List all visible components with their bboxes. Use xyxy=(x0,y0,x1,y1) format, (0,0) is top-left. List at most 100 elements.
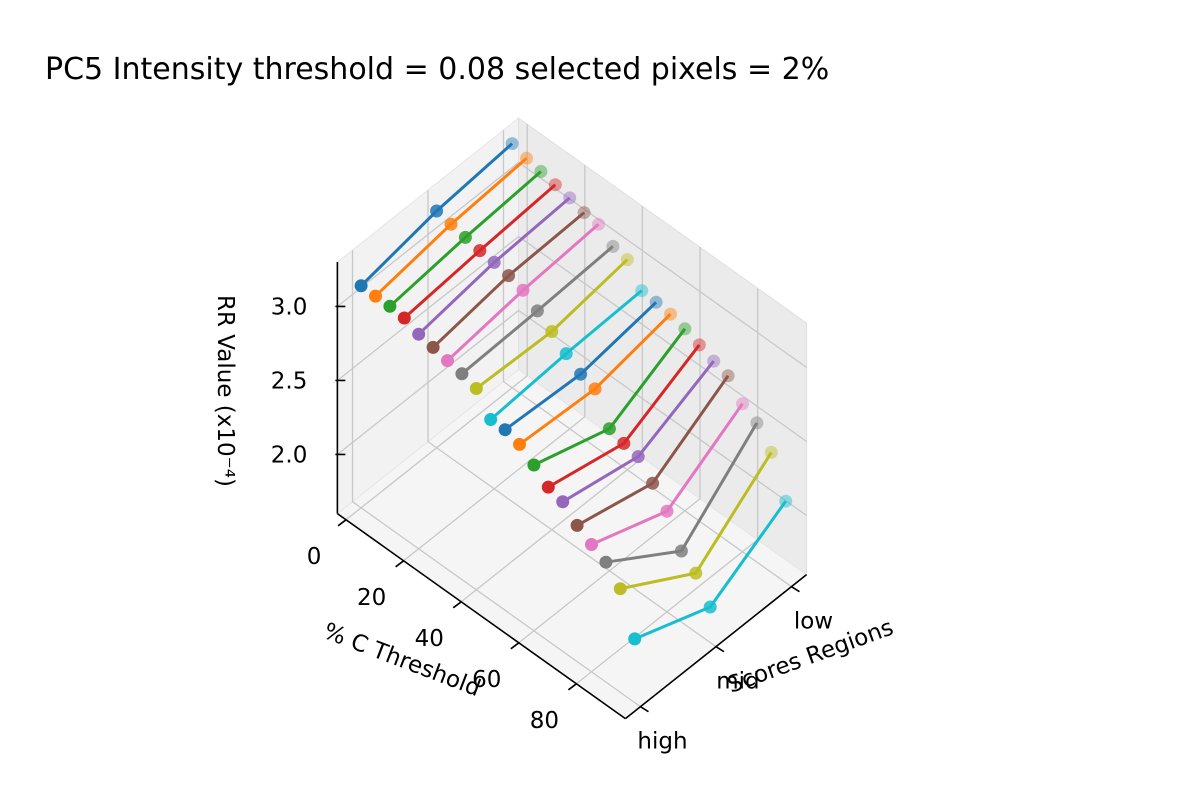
data-point xyxy=(430,204,444,218)
data-point xyxy=(689,566,703,580)
data-point xyxy=(649,295,663,309)
data-point xyxy=(559,347,573,361)
series-55 xyxy=(513,307,677,451)
data-point xyxy=(635,284,649,298)
data-point xyxy=(545,325,559,338)
data-point xyxy=(534,165,548,178)
data-point xyxy=(707,354,721,368)
data-point xyxy=(498,423,512,437)
data-point xyxy=(764,445,778,459)
data-point xyxy=(736,397,749,411)
data-point xyxy=(602,422,616,436)
y-gridline xyxy=(351,250,641,708)
series-15 xyxy=(397,178,562,325)
data-point xyxy=(674,544,688,558)
series-95 xyxy=(628,494,793,646)
data-point xyxy=(505,137,519,151)
x-tick-label: 80 xyxy=(530,708,559,734)
data-point xyxy=(455,367,469,381)
x-gridline xyxy=(403,165,586,562)
x-tick-mark xyxy=(510,642,520,650)
series-25 xyxy=(426,206,591,354)
series-40 xyxy=(469,253,634,395)
y-gridline xyxy=(427,190,717,648)
z-tick-label: 2.5 xyxy=(271,368,308,394)
data-point xyxy=(397,311,411,325)
data-point xyxy=(620,253,634,267)
y-tick-label: mid xyxy=(716,669,759,695)
x-tick-mark xyxy=(395,560,405,568)
series-80 xyxy=(585,397,749,551)
data-point xyxy=(577,206,591,220)
x-tick-label: 60 xyxy=(472,667,501,693)
data-point xyxy=(574,367,588,381)
axes-panes xyxy=(336,117,808,720)
data-point xyxy=(444,217,458,231)
data-point xyxy=(502,269,516,283)
data-point xyxy=(660,504,674,518)
data-point xyxy=(703,600,717,614)
series-20 xyxy=(412,191,577,341)
series-45 xyxy=(484,284,649,426)
data-point xyxy=(516,283,530,297)
data-point xyxy=(556,495,570,509)
z-axis-label: RR Value (x10⁻⁴) xyxy=(212,295,238,487)
data-point xyxy=(585,538,598,551)
data-point xyxy=(692,338,706,352)
x-axis-label: % C Threshold xyxy=(320,618,484,702)
series-70 xyxy=(556,354,721,509)
series-0 xyxy=(354,137,519,293)
x-tick-mark xyxy=(337,519,347,527)
z-tick-label: 2.0 xyxy=(271,442,308,468)
x-tick-mark xyxy=(452,601,462,609)
data-point xyxy=(426,340,440,354)
data-point xyxy=(721,369,735,383)
data-point xyxy=(487,255,501,269)
data-point xyxy=(541,480,555,494)
data-point xyxy=(520,151,533,165)
series-75 xyxy=(570,369,735,532)
z-gridline xyxy=(336,161,807,369)
data-point xyxy=(369,289,382,303)
data-point xyxy=(548,178,562,192)
series-35 xyxy=(455,239,620,381)
data-point xyxy=(646,476,660,490)
data-point xyxy=(383,299,397,313)
data-point xyxy=(592,217,605,231)
y-gridline xyxy=(502,130,792,588)
series-5 xyxy=(369,151,533,303)
data-point xyxy=(563,191,577,205)
data-point xyxy=(412,327,426,341)
data-point xyxy=(469,382,483,395)
y-tick-mark xyxy=(640,705,649,713)
axis-lines xyxy=(335,262,808,720)
data-point xyxy=(631,450,645,464)
x-axis-line xyxy=(336,512,626,720)
data-point xyxy=(527,458,541,472)
tick-labels: 2.0 2.5 3.0 0 20 40 60 80 high mid low xyxy=(271,294,833,754)
data-point xyxy=(484,413,498,426)
data-point xyxy=(628,632,642,646)
data-point xyxy=(530,304,544,318)
series-85 xyxy=(599,416,764,569)
data-point xyxy=(613,582,627,596)
z-gridline xyxy=(336,235,807,443)
data-point xyxy=(458,230,472,244)
series-50 xyxy=(498,295,663,437)
x-gridline xyxy=(518,247,701,644)
series-30 xyxy=(441,217,605,368)
series-65 xyxy=(541,338,706,494)
data-point xyxy=(599,555,613,569)
data-point xyxy=(779,494,793,508)
series-90 xyxy=(613,445,778,596)
data-point xyxy=(617,436,631,450)
x-tick-label: 0 xyxy=(307,544,322,570)
data-series xyxy=(354,137,793,646)
z-tick-label: 3.0 xyxy=(271,294,308,320)
y-tick-mark xyxy=(715,645,725,653)
data-point xyxy=(441,354,454,368)
data-point xyxy=(588,382,602,396)
series-10 xyxy=(383,165,548,313)
series-60 xyxy=(527,322,692,472)
